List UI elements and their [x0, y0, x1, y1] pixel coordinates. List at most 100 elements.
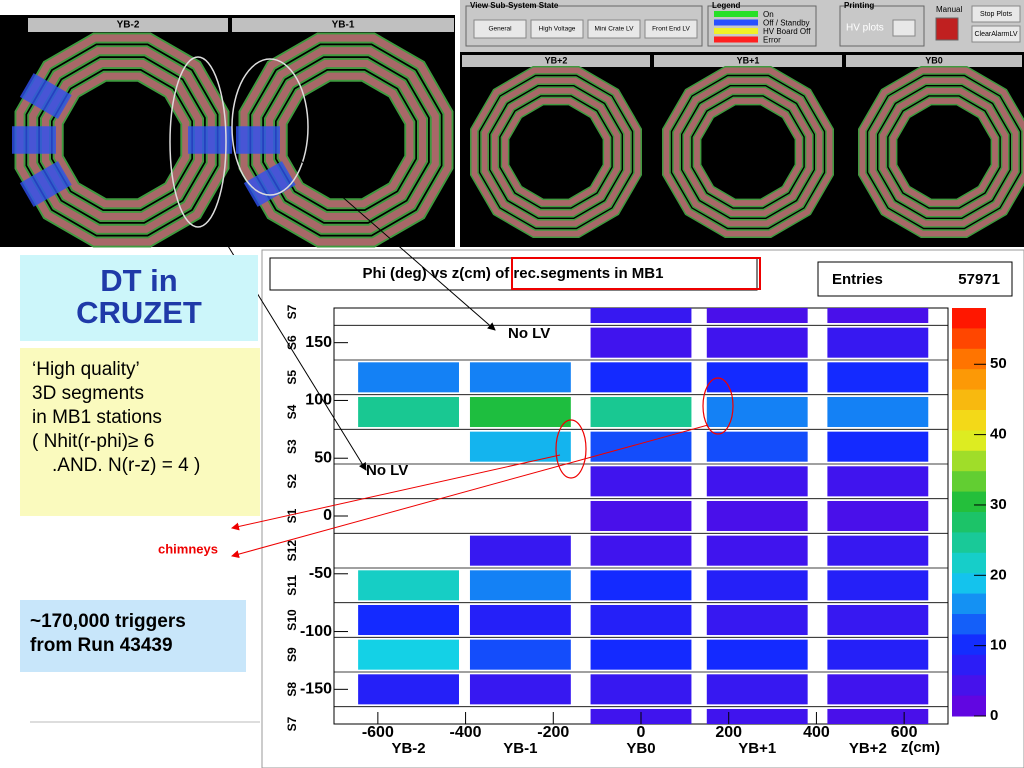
heatmap-cell: [469, 396, 571, 428]
legend-label: HV Board Off: [763, 27, 811, 36]
manual-label: Manual: [936, 5, 962, 14]
sector-label: S3: [285, 439, 299, 454]
chamber-ring: [502, 98, 610, 206]
heatmap-cell: [706, 500, 808, 532]
wheel-label: YB+1: [737, 55, 760, 65]
wheel-header: [654, 55, 842, 67]
chamber-off: [19, 161, 72, 207]
colorbar-step: [952, 348, 986, 370]
heatmap-cell: [590, 396, 692, 428]
wheel-label: YB+1: [738, 740, 776, 757]
chamber-ring: [481, 77, 631, 227]
manual-icon[interactable]: [935, 17, 959, 41]
sector-label: S11: [285, 575, 299, 596]
heatmap-cell: [827, 570, 929, 601]
colorbar-step: [952, 675, 986, 697]
heatmap-cell: [358, 362, 459, 393]
heatmap-cell: [827, 500, 929, 532]
button[interactable]: [587, 19, 641, 39]
colorbar-step: [952, 634, 986, 656]
triggers-line: ~170,000 triggers: [30, 611, 186, 632]
clear-alarm: ClearAlarmLV: [974, 31, 1017, 38]
heatmap-cell: [706, 570, 808, 601]
colorbar-step: [952, 573, 986, 595]
wheel-label: YB0: [925, 55, 943, 65]
heatmap-cell: [706, 639, 808, 670]
description-line: 3D segments: [32, 383, 144, 404]
colorbar-label: 20: [990, 566, 1007, 583]
panel-title: View Sub-System State: [470, 1, 559, 10]
button[interactable]: [473, 19, 527, 39]
x-tick-label: 200: [715, 724, 742, 741]
title-box: DT in CRUZET: [20, 255, 258, 341]
colorbar-step: [952, 532, 986, 554]
legend-label: Off / Standby: [763, 19, 810, 28]
colorbar-step: [952, 512, 986, 533]
stop-plots: Stop Plots: [980, 11, 1012, 18]
heatmap-cell: [469, 570, 571, 601]
chamber-ring: [890, 98, 998, 206]
colorbar-step: [952, 695, 986, 717]
description-line: ( Nhit(r-phi)≥ 6: [32, 431, 155, 452]
heatmap-cell: [590, 500, 692, 532]
entries-value: 57971: [958, 271, 1000, 288]
heatmap-cell: [827, 431, 929, 462]
chamber-ring: [253, 47, 439, 233]
slide-title: DT in CRUZET: [76, 263, 202, 330]
chamber-ring: [869, 77, 1019, 227]
wheel-header: [28, 18, 228, 32]
colorbar-step: [952, 552, 986, 574]
y-tick-label: -150: [300, 681, 332, 698]
wheel-header: [232, 18, 454, 32]
heatmap-cell: [706, 604, 808, 636]
x-tick-label: -600: [362, 724, 394, 741]
x-axis-label: z(cm): [901, 739, 940, 756]
triggers-box: ~170,000 triggers from Run 43439: [20, 600, 246, 672]
button[interactable]: [530, 19, 584, 39]
wheel-label: YB-2: [391, 740, 425, 757]
heatmap-cell: [827, 639, 929, 670]
arrow: [299, 159, 496, 331]
heatmap-cell: [706, 396, 808, 428]
heatmap-cell: [827, 396, 929, 428]
chamber-off: [19, 73, 72, 119]
heatmap-cell: [469, 639, 571, 670]
heatmap-cell: [706, 466, 808, 497]
heatmap-cell: [358, 674, 459, 705]
clear-alarm-button[interactable]: [971, 25, 1021, 43]
heatmap-cell: [590, 535, 692, 566]
chimney-arrow: [231, 454, 561, 531]
stats-box: [817, 261, 1013, 297]
colorbar-step: [952, 471, 986, 493]
heatmap-cell: [706, 674, 808, 705]
wheel-header: [846, 55, 1022, 67]
chamber-ring: [16, 34, 228, 246]
heatmap-cell: [706, 708, 808, 724]
colorbar-step: [952, 369, 986, 391]
sector-label: S10: [285, 609, 299, 631]
heatmap-cell: [590, 639, 692, 670]
colorbar-step: [952, 430, 986, 452]
colorbar-step: [952, 328, 986, 350]
colorbar-step: [952, 450, 986, 472]
wheel-label: YB0: [626, 740, 655, 757]
button[interactable]: [644, 19, 698, 39]
chimneys-label: chimneys: [158, 541, 218, 556]
legend-frame: [707, 5, 817, 47]
heatmap-cell: [358, 396, 459, 428]
printing-frame: [839, 5, 925, 47]
hv-plots-box[interactable]: [892, 19, 916, 37]
chamber-ring: [683, 87, 813, 217]
legend-title: Legend: [712, 1, 741, 10]
panel-frame: [465, 5, 703, 47]
description-line: in MB1 stations: [32, 407, 162, 428]
chamber-ring: [859, 67, 1024, 237]
heatmap-cell: [827, 604, 929, 636]
y-tick-label: -50: [309, 565, 332, 582]
chamber-ring: [879, 87, 1009, 217]
colorbar-step: [952, 654, 986, 676]
stop-plots-button[interactable]: [971, 5, 1021, 23]
legend-swatch: [714, 36, 758, 43]
